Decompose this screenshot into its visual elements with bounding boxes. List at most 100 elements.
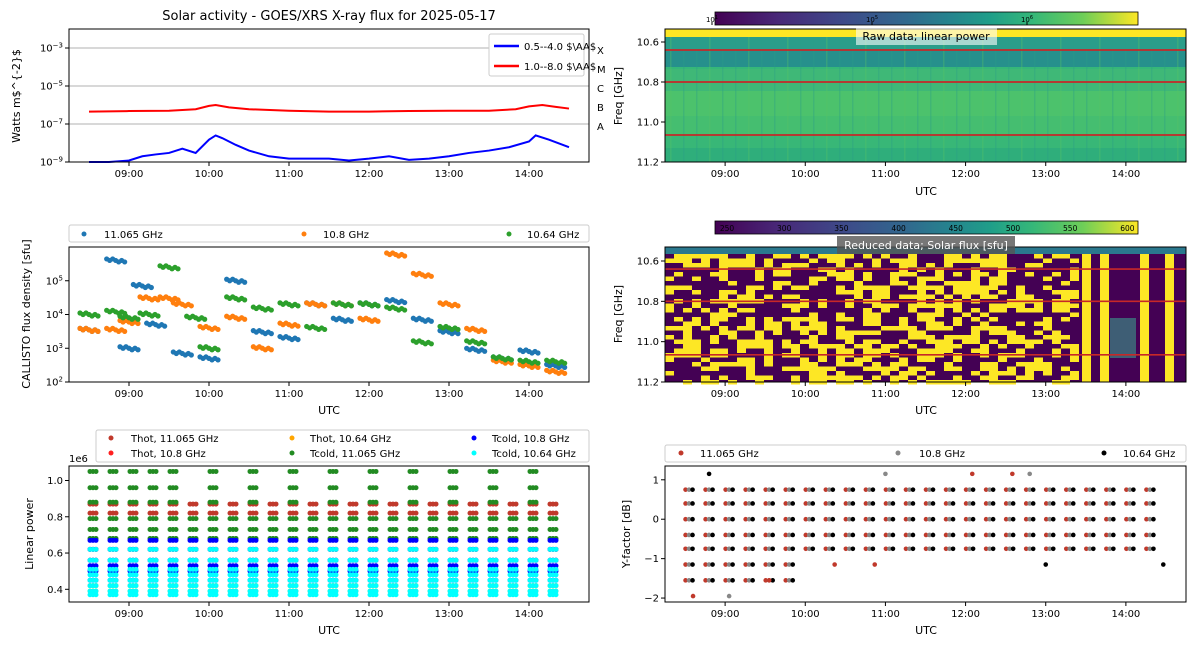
- yfactor-point: [1047, 487, 1053, 492]
- reduced-heat-cell: [872, 375, 881, 380]
- reduced-heat-cell: [953, 375, 962, 380]
- power-point: [513, 592, 519, 598]
- power-point: [173, 592, 179, 598]
- reduced-heat-cell: [1061, 308, 1070, 313]
- reduced-heat-cell: [719, 263, 728, 268]
- reduced-heat-cell: [1070, 290, 1079, 295]
- x-tick-label-0: 09:00: [115, 169, 144, 180]
- reduced-heat-cell: [1061, 303, 1070, 308]
- reduced-heat-cell: [764, 344, 773, 349]
- power-point: [473, 546, 479, 552]
- yfactor-point: [1063, 487, 1069, 492]
- reduced-heat-cell: [845, 303, 854, 308]
- reduced-heat-cell: [989, 375, 998, 380]
- power-point: [173, 485, 179, 491]
- yfactor-point: [783, 516, 789, 522]
- reduced-heat-cell: [701, 254, 710, 259]
- reduced-heat-cell: [863, 272, 872, 277]
- power-point: [153, 563, 159, 569]
- y-tick-label-2: −1: [644, 554, 659, 565]
- reduced-heat-cell: [944, 362, 953, 367]
- power-point: [433, 588, 439, 594]
- yfactor-point: [1127, 487, 1133, 492]
- reduced-heat-cell: [998, 258, 1007, 263]
- yfactor-point: [1124, 501, 1129, 506]
- raw-heat-band-2: [665, 49, 1186, 67]
- yfactor-point: [930, 487, 936, 492]
- reduced-heat-cell: [944, 339, 953, 344]
- reduced-heat-cell: [800, 326, 809, 331]
- reduced-heat-cell: [674, 348, 683, 353]
- reduced-heat-cell: [926, 312, 935, 317]
- reduced-heat-cell: [899, 281, 908, 286]
- power-point: [233, 537, 239, 543]
- raw-heat-band-3: [665, 69, 1186, 91]
- yfactor-outlier-9: [1027, 471, 1032, 477]
- reduced-heat-cell: [953, 285, 962, 290]
- yfactor-point: [907, 532, 912, 538]
- power-point: [553, 577, 559, 583]
- power-point: [113, 499, 119, 505]
- reduced-heat-column-0: [1082, 254, 1091, 382]
- goes-title: Solar activity - GOES/XRS X-ray flux for…: [162, 9, 496, 24]
- yfactor-point: [950, 487, 956, 492]
- yfactor-point: [883, 546, 889, 552]
- yfactor-point: [1111, 532, 1116, 538]
- y-tick-label-1: 0: [653, 515, 659, 526]
- yfactor-point: [983, 516, 989, 522]
- reduced-heat-cell: [872, 303, 881, 308]
- yfactor-point: [827, 516, 832, 522]
- yfactor-point: [1131, 532, 1136, 538]
- power-point: [313, 516, 319, 522]
- reduced-title: Reduced data; Solar flux [sfu]: [844, 239, 1008, 252]
- power-point: [493, 572, 499, 578]
- power-point: [273, 557, 279, 563]
- y-tick-label-1: 0.6: [47, 549, 63, 560]
- yfactor-point: [790, 578, 796, 583]
- reduced-heat-cell: [980, 258, 989, 263]
- power-point: [473, 537, 479, 543]
- reduced-heat-cell: [809, 375, 818, 380]
- power-point: [413, 516, 419, 522]
- power-point: [193, 537, 199, 543]
- power-point: [353, 572, 359, 578]
- reduced-heat-cell: [908, 371, 917, 376]
- reduced-heat-cell: [836, 375, 845, 380]
- reduced-heat-cell: [728, 290, 737, 295]
- reduced-cb-label-5: 500: [1006, 224, 1021, 233]
- yfactor-outlier-1: [726, 593, 732, 599]
- reduced-heat-cell: [719, 326, 728, 331]
- power-point: [293, 583, 299, 589]
- power-point: [493, 583, 499, 589]
- power-point: [173, 526, 179, 532]
- yfactor-point: [806, 546, 812, 552]
- reduced-heat-cell: [809, 339, 818, 344]
- reduced-heat-cell: [998, 357, 1007, 362]
- power-point: [313, 588, 319, 594]
- reduced-heat-cell: [683, 285, 692, 290]
- yfactor-point: [950, 532, 956, 538]
- reduced-heat-cell: [746, 371, 755, 376]
- reduced-heat-cell: [1061, 290, 1070, 295]
- power-point: [413, 468, 419, 474]
- power-point: [493, 592, 499, 598]
- reduced-heat-cell: [872, 330, 881, 335]
- callisto-panel: 11.065 GHz 10.8 GHz 10.64 GHz 1021031041…: [20, 224, 590, 417]
- reduced-heat-cell: [935, 308, 944, 313]
- yfactor-point: [1107, 487, 1113, 492]
- reduced-heat-cell: [800, 362, 809, 367]
- reduced-heat-cell: [980, 362, 989, 367]
- yfactor-point: [947, 501, 952, 506]
- reduced-heat-cell: [800, 254, 809, 259]
- yfactor-point: [1047, 516, 1053, 522]
- power-point: [193, 572, 199, 578]
- callisto-point: [268, 347, 274, 353]
- yfactor-point: [1030, 501, 1036, 506]
- power-point: [213, 485, 219, 491]
- reduced-heat-cell: [755, 276, 764, 281]
- yfactor-point: [967, 532, 972, 538]
- yfactor-point: [950, 546, 956, 552]
- raw-cb-label-2: 106: [1021, 15, 1033, 24]
- power-point: [293, 537, 299, 543]
- power-point: [393, 516, 399, 522]
